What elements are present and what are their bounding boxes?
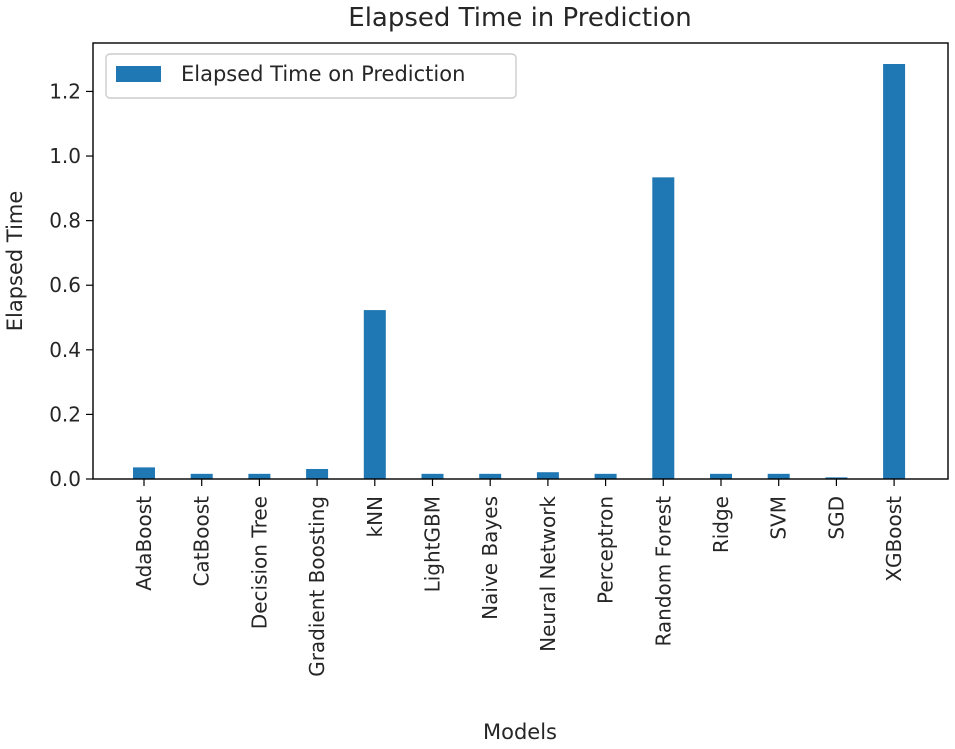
y-tick-label: 0.0 bbox=[49, 467, 81, 491]
y-axis-label: Elapsed Time bbox=[3, 191, 27, 332]
legend-frame bbox=[105, 53, 517, 99]
bar-decision-tree bbox=[248, 473, 271, 479]
legend-label: Elapsed Time on Prediction bbox=[181, 62, 465, 86]
x-tick-label: SGD bbox=[824, 496, 848, 540]
y-tick-label: 0.6 bbox=[49, 273, 81, 297]
x-axis-label: Models bbox=[483, 720, 557, 744]
x-tick-label: Random Forest bbox=[651, 496, 675, 647]
bar-catboost bbox=[190, 473, 213, 479]
bar-ridge bbox=[710, 473, 732, 479]
bar-lightgbm bbox=[421, 473, 444, 479]
x-tick-label: Ridge bbox=[709, 496, 733, 553]
x-tick-label: Gradient Boosting bbox=[305, 496, 329, 677]
x-tick-label: kNN bbox=[363, 496, 387, 538]
bars-group bbox=[133, 63, 906, 480]
x-tick-label: SVM bbox=[767, 496, 791, 540]
bar-naive-bayes bbox=[479, 473, 502, 479]
y-tick-label: 1.0 bbox=[49, 144, 81, 168]
bar-perceptron bbox=[594, 473, 617, 479]
x-tick-label: Decision Tree bbox=[247, 496, 271, 629]
bar-svm bbox=[767, 473, 790, 479]
x-tick-label: Perceptron bbox=[594, 496, 618, 604]
legend: Elapsed Time on Prediction bbox=[105, 53, 517, 99]
bar-knn bbox=[363, 310, 386, 479]
x-tick-label: CatBoost bbox=[190, 496, 214, 587]
bar-gradient-boosting bbox=[306, 468, 329, 479]
x-tick-label: LightGBM bbox=[421, 496, 445, 592]
chart-title: Elapsed Time in Prediction bbox=[348, 3, 691, 33]
bar-neural-network bbox=[536, 472, 559, 479]
x-tick-label: XGBoost bbox=[882, 496, 906, 582]
legend-swatch bbox=[116, 66, 161, 82]
x-tick-label: Naive Bayes bbox=[478, 496, 502, 620]
bar-sgd bbox=[825, 477, 848, 479]
x-tick-label: Neural Network bbox=[536, 496, 560, 652]
bar-adaboost bbox=[133, 467, 155, 479]
plot-frame bbox=[92, 42, 949, 480]
y-tick-label: 1.2 bbox=[49, 79, 81, 103]
y-axis-ticks: 0.0 0.2 0.4 0.6 0.8 1.0 1.2 bbox=[49, 79, 93, 491]
x-tick-label: AdaBoost bbox=[132, 496, 156, 591]
y-tick-label: 0.8 bbox=[49, 209, 81, 233]
y-tick-label: 0.4 bbox=[49, 338, 81, 362]
bar-random-forest bbox=[652, 177, 675, 479]
bar-xgboost bbox=[883, 63, 906, 480]
y-tick-label: 0.2 bbox=[49, 402, 81, 426]
x-axis-ticks: AdaBoost CatBoost Decision Tree Gradient Bo… bbox=[132, 479, 906, 677]
